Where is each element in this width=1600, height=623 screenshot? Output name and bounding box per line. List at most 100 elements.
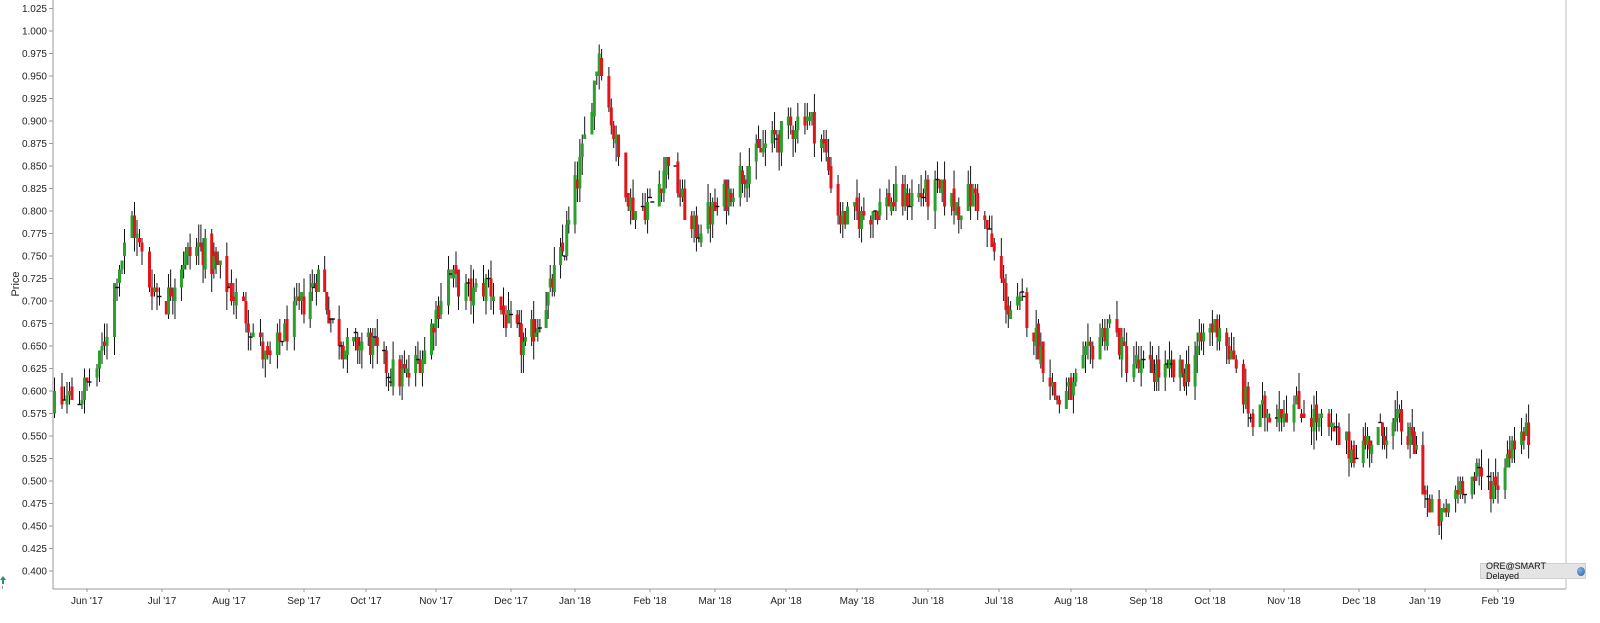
candle-body-down [789, 116, 793, 126]
candle-body-up [559, 247, 563, 265]
candle-body-up [234, 292, 238, 306]
candle-body-up [343, 350, 347, 360]
candle [552, 247, 556, 297]
candle-body-down [1215, 319, 1219, 337]
candle-body-down [617, 134, 621, 157]
candle [452, 265, 455, 288]
candle [343, 350, 347, 360]
candle [1486, 458, 1491, 490]
candle [1512, 427, 1516, 463]
candle-body-down [432, 328, 436, 333]
candle [791, 125, 795, 157]
candle-body-down [242, 296, 246, 301]
candle-body-up [1408, 427, 1412, 445]
candle-body-up [567, 220, 571, 225]
candle-body-up [793, 130, 797, 139]
candle-body-up [1132, 364, 1136, 378]
candle-body-up [808, 116, 812, 121]
candle [53, 377, 56, 418]
candle-body-up [614, 134, 618, 144]
candle [1428, 494, 1432, 513]
candle-body-down [285, 319, 289, 342]
candle [607, 67, 611, 112]
x-tick-label: Sep '18 [1129, 596, 1163, 607]
candle-body-up [629, 197, 633, 211]
candle-body-up [135, 233, 139, 238]
data-source-badge[interactable]: ORE@SMART Delayed [1480, 561, 1586, 581]
candle-body-up [1520, 431, 1524, 445]
candle-body-up [1034, 328, 1038, 346]
candle-body-down [561, 242, 565, 252]
y-tick-label: 1.025 [22, 4, 47, 15]
candle [885, 188, 889, 220]
candle [439, 283, 443, 319]
candle [285, 305, 289, 351]
candle-body-down [676, 161, 680, 193]
candle-body-down [1241, 364, 1245, 405]
candle-body-down [1527, 422, 1531, 445]
candle [793, 121, 797, 153]
candle [940, 179, 944, 202]
candle [757, 125, 761, 148]
candle-body-up [1393, 418, 1397, 423]
candle [369, 328, 373, 364]
candle-body-down [1489, 481, 1493, 499]
candle [65, 382, 69, 414]
candle [724, 179, 728, 225]
candle [708, 193, 712, 243]
candle [1215, 314, 1219, 351]
arrow-icon[interactable] [0, 576, 6, 590]
candle-body-up [1361, 440, 1365, 463]
candle [105, 323, 109, 360]
candle [1088, 337, 1092, 364]
candle-body-down [757, 139, 761, 148]
candle [1312, 395, 1316, 450]
candle [1437, 490, 1441, 535]
candle-body-up [1218, 328, 1222, 342]
candle [1084, 341, 1088, 373]
y-tick-label: 0.800 [22, 207, 47, 218]
candle-body-down [140, 242, 144, 252]
candle [648, 188, 652, 199]
candle [1244, 368, 1248, 409]
candle-body-down [454, 265, 458, 274]
y-tick-label: 0.425 [22, 544, 47, 555]
candle-body-down [667, 157, 671, 166]
candle-body-up [924, 179, 928, 193]
candle-body-down [519, 323, 523, 355]
candle [280, 340, 285, 346]
candle-body-up [889, 202, 893, 211]
candle-body-up [580, 143, 584, 157]
candle-body-down [1115, 319, 1119, 333]
candle [921, 188, 926, 207]
candle-body-up [894, 184, 898, 202]
candle [1414, 436, 1418, 454]
candle-body-up [860, 211, 864, 229]
candle [892, 184, 896, 211]
candle [1268, 413, 1272, 423]
x-tick-label: Dec '18 [1342, 596, 1376, 607]
candle [1258, 404, 1262, 427]
candle-body-up [1067, 382, 1071, 387]
candle-body-up [400, 368, 404, 387]
candle [360, 332, 364, 369]
candle-body-up [186, 247, 190, 256]
candle [1494, 458, 1498, 499]
candle-body-down [1421, 445, 1425, 495]
candle-body-down [268, 350, 272, 355]
candle [562, 255, 567, 261]
candle [1354, 445, 1359, 460]
candle [1300, 409, 1303, 423]
candle [1347, 413, 1351, 477]
y-tick-label: 0.950 [22, 72, 47, 83]
candle-body-up [1505, 454, 1509, 468]
candle-body-down [976, 193, 980, 211]
y-tick-label: 0.475 [22, 499, 47, 510]
candle-body-down [708, 206, 712, 225]
candle-body-up [420, 359, 424, 373]
candle [1025, 287, 1029, 337]
candle-body-up [352, 337, 356, 342]
x-tick-label: Oct '18 [1194, 596, 1226, 607]
candle-body-up [1009, 310, 1013, 319]
candle-body-up [592, 80, 596, 117]
